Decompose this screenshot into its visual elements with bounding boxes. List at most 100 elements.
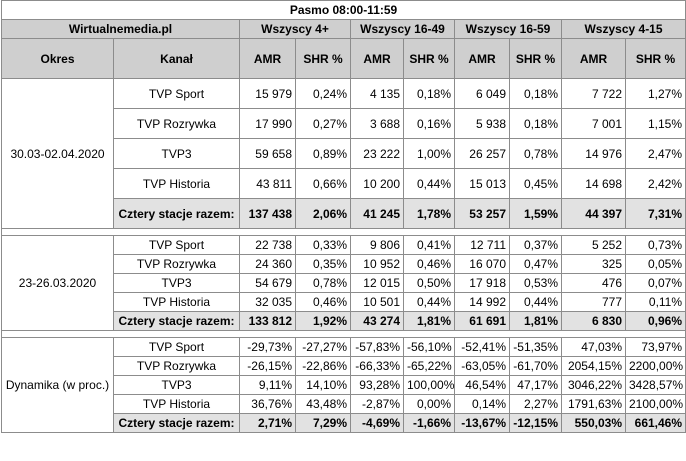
shr-cell: 1,81%	[509, 311, 562, 331]
period-cell: 23-26.03.2020	[1, 235, 114, 331]
table-title: Pasmo 08:00-11:59	[0, 0, 686, 20]
amr-cell: 93,28%	[350, 375, 404, 395]
amr-cell: 14 976	[561, 138, 626, 169]
column-header-shr: SHR %	[509, 38, 562, 79]
channel-cell: TVP Historia	[113, 394, 240, 414]
shr-cell: 1,59%	[509, 198, 562, 229]
amr-cell: 46,54%	[454, 375, 510, 395]
shr-cell: 0,00%	[403, 394, 455, 414]
shr-cell: 0,18%	[509, 78, 562, 109]
shr-cell: 0,78%	[509, 138, 562, 169]
shr-cell: 0,18%	[403, 78, 455, 109]
amr-cell: 16 070	[454, 254, 510, 274]
shr-cell: 0,45%	[509, 168, 562, 199]
shr-cell: 0,16%	[403, 108, 455, 139]
amr-cell: 0,14%	[454, 394, 510, 414]
group-header: Wszyscy 4+	[239, 19, 351, 39]
amr-cell: -57,83%	[350, 337, 404, 357]
shr-cell: 1,81%	[403, 311, 455, 331]
shr-cell: 73,97%	[624, 337, 686, 357]
shr-cell: 1,00%	[403, 138, 455, 169]
amr-cell: 41 245	[350, 198, 404, 229]
amr-cell: 17 918	[454, 273, 510, 293]
amr-cell: 1791,63%	[561, 394, 626, 414]
column-header-shr: SHR %	[295, 38, 351, 79]
channel-cell: TVP3	[113, 375, 240, 395]
amr-cell: 10 952	[350, 254, 404, 274]
shr-cell: 0,07%	[624, 273, 686, 293]
shr-cell: 0,44%	[403, 292, 455, 312]
amr-cell: 14 992	[454, 292, 510, 312]
table-row: Dynamika (w proc.) TVP Sport -29,73% -27,27…	[1, 337, 686, 433]
amr-cell: 32 035	[239, 292, 296, 312]
amr-cell: 5 252	[561, 235, 626, 255]
period-cell: 30.03-02.04.2020	[1, 78, 114, 229]
source-label: Wirtualnemedia.pl	[1, 19, 240, 39]
shr-cell: 0,50%	[403, 273, 455, 293]
channel-cell: Cztery stacje razem:	[113, 198, 240, 229]
table-row: TVP Rozrywka 17 990 0,27% 3 688 0,16% 5 938 0,…	[2, 108, 686, 139]
amr-cell: 24 360	[239, 254, 296, 274]
amr-cell: 22 738	[239, 235, 296, 255]
amr-cell: 325	[561, 254, 626, 274]
shr-cell: 0,44%	[403, 168, 455, 199]
column-header-amr: AMR	[239, 38, 296, 79]
amr-cell: 5 938	[454, 108, 510, 139]
shr-cell: -12,15%	[509, 413, 562, 433]
channel-cell: TVP Historia	[113, 292, 240, 312]
shr-cell: 0,53%	[509, 273, 562, 293]
amr-cell: 7 001	[561, 108, 626, 139]
amr-cell: 7 722	[561, 78, 626, 109]
shr-cell: 14,10%	[295, 375, 351, 395]
amr-cell: 61 691	[454, 311, 510, 331]
shr-cell: 0,78%	[295, 273, 351, 293]
shr-cell: 0,41%	[403, 235, 455, 255]
table-row: 30.03-02.04.2020 TVP Sport 15 979 0,24% 4 13…	[1, 78, 686, 229]
shr-cell: -65,22%	[403, 356, 455, 376]
column-header-shr: SHR %	[624, 38, 686, 79]
amr-cell: 12 015	[350, 273, 404, 293]
amr-cell: 10 501	[350, 292, 404, 312]
shr-cell: 1,27%	[624, 78, 686, 109]
shr-cell: 47,17%	[509, 375, 562, 395]
shr-cell: 2100,00%	[624, 394, 686, 414]
amr-cell: 17 990	[239, 108, 296, 139]
shr-cell: 0,18%	[509, 108, 562, 139]
amr-cell: 9 806	[350, 235, 404, 255]
shr-cell: 0,37%	[509, 235, 562, 255]
shr-cell: 0,33%	[295, 235, 351, 255]
column-header-amr: AMR	[561, 38, 626, 79]
table-row: TVP Rozrywka -26,15% -22,86% -66,33% -65,22%…	[2, 356, 686, 376]
section-spacer	[0, 228, 686, 236]
section-spacer	[0, 330, 686, 338]
amr-cell: 44 397	[561, 198, 626, 229]
channel-cell: TVP Sport	[113, 235, 240, 255]
shr-cell: 661,46%	[624, 413, 686, 433]
shr-cell: 0,05%	[624, 254, 686, 274]
amr-cell: 23 222	[350, 138, 404, 169]
amr-cell: 137 438	[239, 198, 296, 229]
channel-cell: Cztery stacje razem:	[113, 413, 240, 433]
amr-cell: 14 698	[561, 168, 626, 199]
shr-cell: 0,46%	[403, 254, 455, 274]
summary-row: Cztery stacje razem: 2,71% 7,29% -4,69% -1,6…	[2, 413, 686, 433]
column-header-kanal: Kanał	[113, 38, 240, 79]
summary-row: Cztery stacje razem: 133 812 1,92% 43 274 1,…	[2, 311, 686, 331]
group-header: Wszyscy 4-15	[560, 19, 686, 39]
table-row: 23-26.03.2020 TVP Sport 22 738 0,33% 9 806 0,…	[1, 235, 686, 331]
amr-cell: 2054,15%	[561, 356, 626, 376]
amr-cell: 36,76%	[239, 394, 296, 414]
amr-cell: 777	[561, 292, 626, 312]
table-row: TVP Historia 36,76% 43,48% -2,87% 0,00% 0,14%…	[2, 394, 686, 414]
shr-cell: -51,35%	[509, 337, 562, 357]
amr-cell: 47,03%	[561, 337, 626, 357]
amr-cell: 43 811	[239, 168, 296, 199]
channel-cell: TVP Rozrywka	[113, 108, 240, 139]
channel-cell: TVP Sport	[113, 78, 240, 109]
spacer-cell	[0, 330, 686, 338]
amr-cell: 54 679	[239, 273, 296, 293]
group-header: Wszyscy 16-59	[454, 19, 562, 39]
amr-cell: -29,73%	[239, 337, 296, 357]
shr-cell: 2200,00%	[624, 356, 686, 376]
amr-cell: 6 049	[454, 78, 510, 109]
